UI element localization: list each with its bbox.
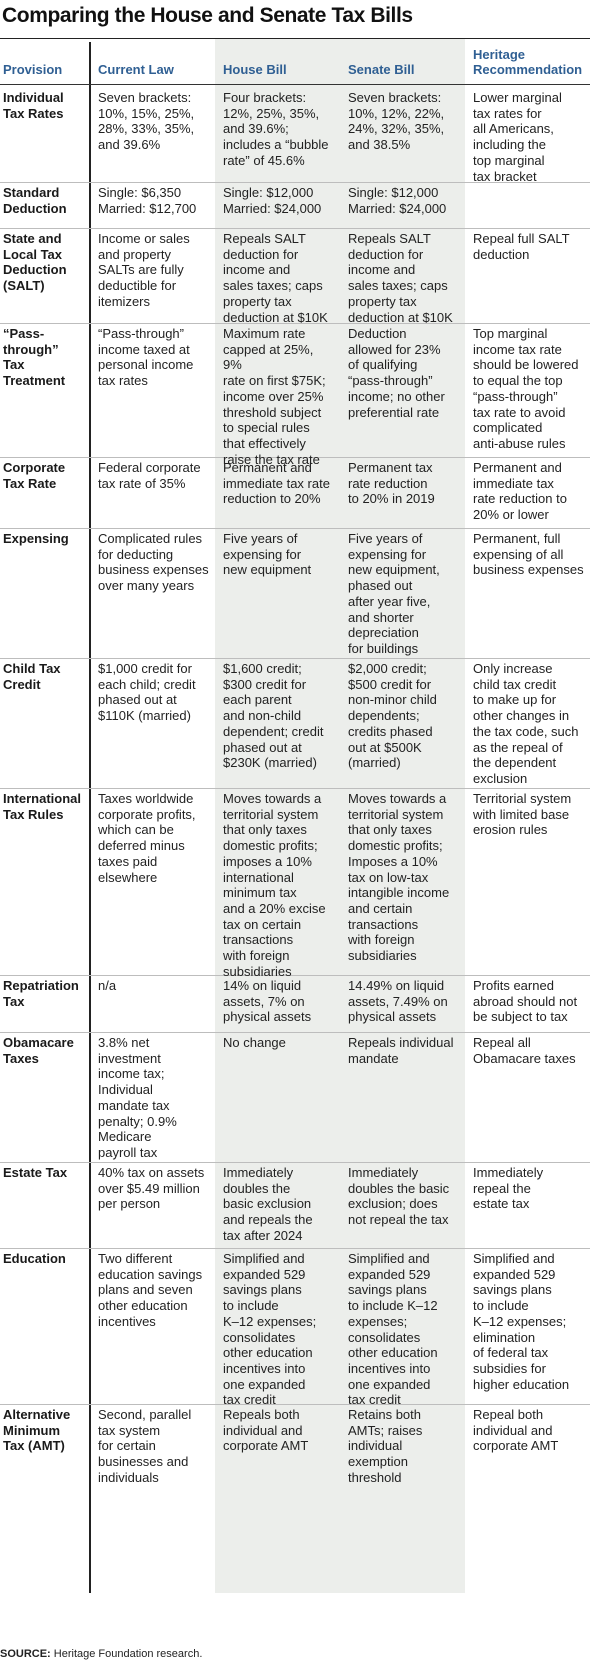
house-column-shade: [215, 39, 340, 1593]
cell-current-law: 40% tax on assets over $5.49 million per…: [98, 1165, 205, 1212]
cell-current-law: Two different education savings plans an…: [98, 1251, 203, 1329]
cell-provision: “Pass- through” Tax Treatment: [3, 326, 66, 389]
cell-heritage: Simplified and expanded 529 savings plan…: [473, 1251, 570, 1392]
page-title: Comparing the House and Senate Tax Bills: [2, 4, 413, 27]
cell-provision: State and Local Tax Deduction (SALT): [3, 231, 67, 294]
cell-current-law: n/a: [98, 978, 117, 993]
cell-house-bill: Permanent and immediate tax rate reducti…: [223, 460, 330, 507]
table-row: State and Local Tax Deduction (SALT) Inco…: [0, 228, 590, 325]
cell-current-law: Federal corporate tax rate of 35%: [98, 460, 201, 491]
cell-senate-bill: Single: $12,000 Married: $24,000: [348, 185, 447, 216]
cell-house-bill: Repeals both individual and corporate AM…: [223, 1407, 309, 1454]
cell-senate-bill: Repeals SALT deduction for income and sa…: [348, 231, 453, 325]
cell-house-bill: 14% on liquid assets, 7% on physical ass…: [223, 978, 312, 1025]
cell-provision: Alternative Minimum Tax (AMT): [3, 1407, 71, 1454]
cell-current-law: Seven brackets: 10%, 15%, 25%, 28%, 33%,…: [98, 90, 195, 153]
cell-current-law: Income or sales and property SALTs are f…: [98, 231, 190, 309]
cell-senate-bill: Retains both AMTs; raises individual exe…: [348, 1407, 423, 1485]
table-row: Repatriation Tax n/a 14% on liquid assets,…: [0, 975, 590, 1033]
header-current-law: Current Law: [98, 62, 174, 78]
header-heritage: Heritage Recommendation: [473, 46, 583, 78]
cell-heritage: Repeal full SALT deduction: [473, 231, 570, 262]
table-row: International Tax Rules Taxes worldwide c…: [0, 788, 590, 979]
header-senate-bill: Senate Bill: [348, 62, 415, 78]
cell-senate-bill: Immediately doubles the basic exclusion;…: [348, 1165, 450, 1228]
cell-house-bill: $1,600 credit; $300 credit for each pare…: [223, 661, 324, 771]
cell-provision: Standard Deduction: [3, 185, 67, 216]
table-row: Corporate Tax Rate Federal corporate tax …: [0, 457, 590, 529]
cell-provision: Expensing: [3, 531, 69, 546]
cell-heritage: Lower marginal tax rates for all America…: [473, 90, 562, 184]
cell-heritage: Top marginal income tax rate should be l…: [473, 326, 579, 451]
cell-current-law: “Pass-through” income taxed at personal …: [98, 326, 194, 389]
table-row: Individual Tax Rates Seven brackets: 10%,…: [0, 87, 590, 184]
cell-house-bill: Moves towards a territorial system that …: [223, 791, 326, 979]
cell-heritage: Permanent, full expensing of all busines…: [473, 531, 584, 578]
cell-current-law: Complicated rules for deducting business…: [98, 531, 209, 594]
cell-senate-bill: Five years of expensing for new equipmen…: [348, 531, 440, 656]
cell-senate-bill: Seven brackets: 10%, 12%, 22%, 24%, 32%,…: [348, 90, 445, 153]
cell-house-bill: Repeals SALT deduction for income and sa…: [223, 231, 328, 325]
cell-provision: Obamacare Taxes: [3, 1035, 74, 1066]
cell-current-law: Single: $6,350 Married: $12,700: [98, 185, 197, 216]
provision-divider: [89, 42, 91, 1593]
cell-house-bill: Maximum rate capped at 25%, 9% rate on f…: [223, 326, 326, 467]
cell-heritage: Territorial system with limited base ero…: [473, 791, 572, 838]
cell-senate-bill: Moves towards a territorial system that …: [348, 791, 450, 964]
senate-column-shade: [340, 39, 465, 1593]
table-row: Obamacare Taxes 3.8% net investment incom…: [0, 1032, 590, 1163]
table-row: Expensing Complicated rules for deducting…: [0, 528, 590, 659]
cell-senate-bill: $2,000 credit; $500 credit for non-minor…: [348, 661, 437, 771]
source-label: SOURCE:: [0, 1648, 51, 1660]
cell-senate-bill: Repeals individual mandate: [348, 1035, 454, 1066]
source-text: Heritage Foundation research.: [50, 1648, 203, 1660]
cell-heritage: Repeal both individual and corporate AMT: [473, 1407, 559, 1454]
cell-senate-bill: Permanent tax rate reduction to 20% in 2…: [348, 460, 435, 507]
source-note: SOURCE: Heritage Foundation research.: [0, 1648, 202, 1660]
cell-current-law: $1,000 credit for each child; credit pha…: [98, 661, 196, 724]
header-provision: Provision: [3, 62, 63, 78]
title-rule: [0, 38, 590, 39]
cell-house-bill: No change: [223, 1035, 286, 1050]
cell-house-bill: Simplified and expanded 529 savings plan…: [223, 1251, 317, 1408]
cell-provision: Education: [3, 1251, 66, 1266]
cell-heritage: Profits earned abroad should not be subj…: [473, 978, 578, 1025]
table-row: Alternative Minimum Tax (AMT) Second, par…: [0, 1404, 590, 1593]
cell-provision: International Tax Rules: [3, 791, 82, 822]
cell-house-bill: Single: $12,000 Married: $24,000: [223, 185, 322, 216]
table-row: Standard Deduction Single: $6,350 Married…: [0, 182, 590, 229]
table-row: Child Tax Credit $1,000 credit for each c…: [0, 658, 590, 789]
cell-provision: Individual Tax Rates: [3, 90, 64, 121]
cell-senate-bill: 14.49% on liquid assets, 7.49% on physic…: [348, 978, 448, 1025]
cell-provision: Child Tax Credit: [3, 661, 61, 692]
cell-current-law: 3.8% net investment income tax; Individu…: [98, 1035, 177, 1160]
cell-provision: Repatriation Tax: [3, 978, 79, 1009]
cell-heritage: Only increase child tax credit to make u…: [473, 661, 579, 786]
header-house-bill: House Bill: [223, 62, 287, 78]
cell-current-law: Taxes worldwide corporate profits, which…: [98, 791, 196, 885]
cell-house-bill: Immediately doubles the basic exclusion …: [223, 1165, 313, 1243]
cell-house-bill: Five years of expensing for new equipmen…: [223, 531, 312, 578]
cell-heritage: Repeal all Obamacare taxes: [473, 1035, 576, 1066]
cell-provision: Corporate Tax Rate: [3, 460, 66, 491]
cell-provision: Estate Tax: [3, 1165, 68, 1180]
cell-heritage: Immediately repeal the estate tax: [473, 1165, 544, 1212]
cell-senate-bill: Deduction allowed for 23% of qualifying …: [348, 326, 445, 420]
table-row: Estate Tax 40% tax on assets over $5.49 m…: [0, 1162, 590, 1249]
cell-heritage: Permanent and immediate tax rate reducti…: [473, 460, 567, 523]
table-header: Provision Current Law House Bill Senate …: [0, 39, 590, 85]
cell-senate-bill: Simplified and expanded 529 savings plan…: [348, 1251, 438, 1408]
cell-current-law: Second, parallel tax system for certain …: [98, 1407, 192, 1485]
table-row: “Pass- through” Tax Treatment “Pass-throu…: [0, 323, 590, 467]
cell-house-bill: Four brackets: 12%, 25%, 35%, and 39.6%;…: [223, 90, 329, 168]
table-row: Education Two different education savings…: [0, 1248, 590, 1408]
